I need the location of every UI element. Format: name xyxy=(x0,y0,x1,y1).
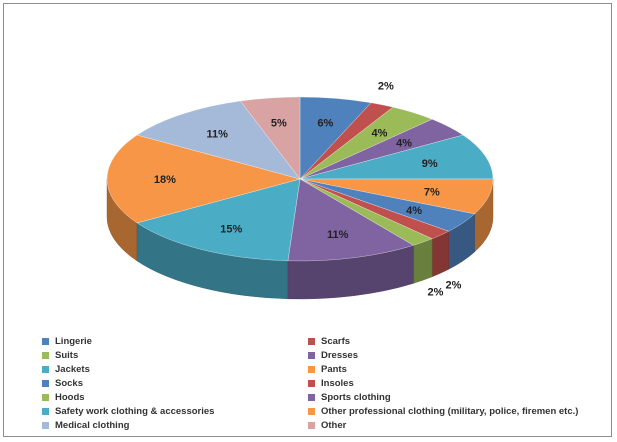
pie-slice-4 xyxy=(299,134,494,180)
pie-slice-side-7 xyxy=(431,230,449,278)
legend-item-13: Other xyxy=(308,420,602,431)
legend-row: Safety work clothing & accessories Other … xyxy=(42,404,602,418)
data-label-0: 6% xyxy=(317,118,333,130)
legend-label: Jackets xyxy=(55,363,90,375)
legend-row: Socks Insoles xyxy=(42,376,602,390)
data-label-5: 7% xyxy=(424,187,440,199)
legend-item-2: Suits xyxy=(42,350,308,361)
legend-swatch xyxy=(42,351,49,359)
legend-label: Hoods xyxy=(55,391,85,403)
legend-label: Medical clothing xyxy=(55,419,130,431)
legend-label: Insoles xyxy=(321,377,354,389)
legend-swatch xyxy=(308,407,315,415)
pie-slice-12 xyxy=(136,100,301,180)
legend-item-6: Socks xyxy=(42,378,308,389)
legend-swatch xyxy=(42,421,49,429)
legend-row: Hoods Sports clothing xyxy=(42,390,602,404)
data-label-4: 9% xyxy=(422,158,438,170)
legend-swatch xyxy=(42,337,49,345)
legend-item-10: Safety work clothing & accessories xyxy=(42,406,308,417)
legend-row: Lingerie Scarfs xyxy=(42,334,602,348)
data-label-12: 11% xyxy=(206,129,228,141)
legend-label: Suits xyxy=(55,349,79,361)
data-label-1: 2% xyxy=(378,80,394,92)
legend-label: Other professional clothing (military, p… xyxy=(321,405,579,417)
legend-item-3: Dresses xyxy=(308,350,602,361)
pie-slice-11 xyxy=(106,134,301,224)
pie-slice-side-8 xyxy=(413,238,433,284)
legend-swatch xyxy=(42,407,49,415)
chart-frame: 6% 2% 4% 4% 9% 7% 4% 2% 2% 11% 15% 18% 11% 5% Lingeri… xyxy=(3,3,612,437)
legend-swatch xyxy=(308,421,315,429)
legend-label: Scarfs xyxy=(321,335,351,347)
legend-label: Sports clothing xyxy=(321,391,391,403)
data-label-2: 4% xyxy=(371,128,387,140)
legend-swatch xyxy=(42,379,49,387)
legend-swatch xyxy=(308,365,315,373)
legend-item-1: Scarfs xyxy=(308,336,602,347)
legend-swatch xyxy=(308,379,315,387)
data-label-8: 2% xyxy=(428,286,444,298)
data-label-11: 18% xyxy=(154,174,176,186)
legend-item-7: Insoles xyxy=(308,378,602,389)
legend-row: Jackets Pants xyxy=(42,362,602,376)
legend-item-8: Hoods xyxy=(42,392,308,403)
legend-swatch xyxy=(308,337,315,345)
legend-item-0: Lingerie xyxy=(42,336,308,347)
legend-swatch xyxy=(42,365,49,373)
pie-chart: 6%2%4%4%9%7%4%2%2%11%15%18%11%5% xyxy=(106,80,494,300)
legend-swatch xyxy=(42,393,49,401)
legend-item-5: Pants xyxy=(308,364,602,375)
legend: Lingerie Scarfs Suits Dresses Jackets Pants So… xyxy=(42,334,602,432)
legend-item-4: Jackets xyxy=(42,364,308,375)
legend-label: Pants xyxy=(321,363,347,375)
pie-slice-13 xyxy=(240,96,301,180)
pie-slice-9 xyxy=(287,178,414,262)
legend-item-12: Medical clothing xyxy=(42,420,308,431)
legend-label: Safety work clothing & accessories xyxy=(55,405,215,417)
legend-row: Suits Dresses xyxy=(42,348,602,362)
pie-slice-10 xyxy=(136,178,301,261)
data-label-7: 2% xyxy=(446,279,462,291)
legend-label: Other xyxy=(321,419,347,431)
data-label-13: 5% xyxy=(271,117,287,129)
legend-item-11: Other professional clothing (military, p… xyxy=(308,406,602,417)
data-label-6: 4% xyxy=(406,205,422,217)
legend-swatch xyxy=(308,351,315,359)
legend-item-9: Sports clothing xyxy=(308,392,602,403)
legend-label: Dresses xyxy=(321,349,358,361)
data-label-10: 15% xyxy=(220,223,242,235)
legend-row: Medical clothing Other xyxy=(42,418,602,432)
data-label-3: 4% xyxy=(396,137,412,149)
legend-label: Lingerie xyxy=(55,335,92,347)
legend-swatch xyxy=(308,393,315,401)
legend-label: Socks xyxy=(55,377,83,389)
data-label-9: 11% xyxy=(327,229,349,241)
